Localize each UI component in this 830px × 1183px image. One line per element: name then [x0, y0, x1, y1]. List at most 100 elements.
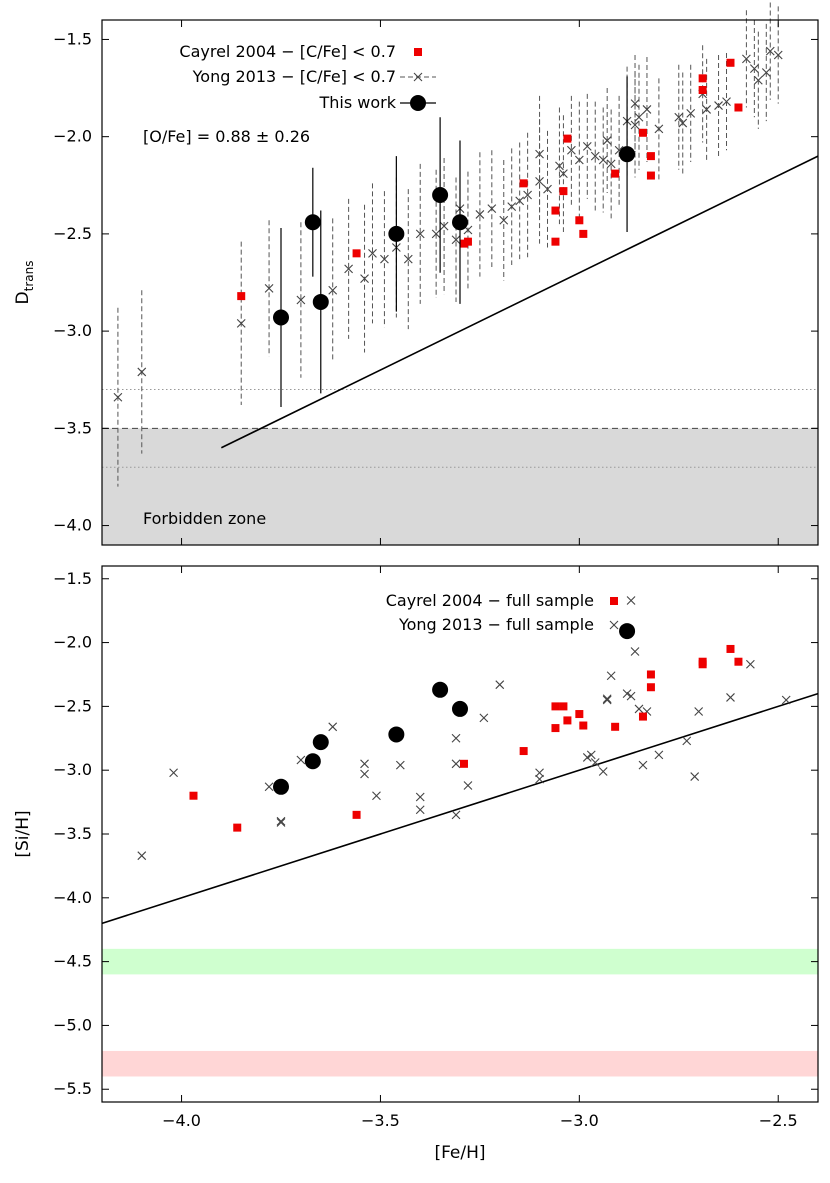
yong-full-point-4: [276, 818, 286, 827]
bottom-ytick-label-2: −4.5: [53, 952, 92, 971]
yong-full-point-28-stroke-b: [626, 691, 636, 701]
yong-full-point-14-stroke-b: [451, 733, 461, 743]
this-work-point-3: [388, 225, 405, 242]
top-legend: Cayrel 2004 − [C/Fe] < 0.7 Yong 2013 − [C…: [179, 42, 436, 112]
cayrel-full-point-3: [459, 759, 468, 768]
yong-full-point-23-stroke-b: [590, 758, 600, 767]
yong-full-point-13-stroke-b: [451, 810, 461, 820]
yong-point-9: [380, 254, 389, 264]
yong-full-point-28: [626, 691, 636, 701]
top-plot-frame: [101, 19, 819, 546]
yong-point-41-stroke-b: [654, 124, 664, 134]
yong-full-point-3: [276, 816, 286, 826]
yong-point-21-stroke-b: [507, 202, 517, 212]
top-legend-symbol-yong-stroke-b: [413, 72, 423, 82]
yong-point-40-stroke-b: [642, 105, 652, 114]
yong-point-53-stroke-b: [765, 46, 775, 56]
yong-point-23-stroke-b: [523, 190, 533, 200]
yong-full-point-20: [535, 774, 544, 784]
this-work-point-0: [273, 309, 289, 326]
yong-full-point-9: [372, 791, 381, 801]
bottom-ytick-label-1: −5.0: [53, 1015, 92, 1034]
yong-full-point-30-stroke-b: [630, 647, 640, 656]
yong-point-9-stroke-b: [380, 254, 389, 264]
yong-point-34: [602, 136, 612, 145]
yong-full-point-31-stroke-b: [634, 704, 644, 714]
yong-point-39-stroke-b: [634, 112, 644, 122]
yong-full-point-13: [451, 810, 461, 820]
yong-point-26: [535, 149, 544, 159]
yong-full-point-26-stroke-b: [606, 671, 616, 681]
bottom-ytick-label-7: −2.0: [53, 633, 92, 652]
yong-full-point-30: [630, 647, 640, 656]
cayrel-point-1: [352, 249, 361, 258]
yong-full-point-20-stroke-b: [535, 774, 544, 784]
yong-full-point-12: [415, 805, 425, 815]
yong-point-6: [344, 264, 354, 274]
cayrel-point-7: [559, 187, 568, 196]
bottom-ytick-label-6: −2.5: [53, 696, 92, 715]
bottom-plot-frame: [101, 565, 819, 1103]
this-work-si-point-3: [388, 726, 405, 743]
yong-point-32-stroke-b: [590, 151, 600, 161]
yong-point-5: [328, 285, 338, 295]
top-model-line: [220, 155, 819, 449]
yong-full-point-34-stroke-b: [654, 750, 664, 760]
yong-point-12-stroke-b: [415, 229, 425, 239]
oxygen-ratio-annotation: [O/Fe] = 0.88 ± 0.26: [143, 127, 310, 146]
yong-point-25-stroke-b: [543, 184, 552, 194]
yong-point-19-stroke-b: [487, 204, 497, 214]
yong-full-point-18-stroke-b: [495, 680, 505, 690]
cayrel-full-point-7: [559, 702, 568, 711]
yong-point-22: [515, 196, 525, 206]
yong-full-point-2: [264, 782, 274, 792]
top-y-axis-label: Dtrans: [13, 261, 36, 305]
bottom-ytick-label-3: −4.0: [53, 888, 92, 907]
yong-point-2: [236, 318, 246, 328]
this-work-point-4: [432, 187, 449, 203]
forbidden-zone-label: Forbidden zone: [143, 509, 266, 528]
bottom-xtick-label-3: −2.5: [759, 1111, 798, 1130]
yong-full-point-2-stroke-b: [264, 782, 274, 792]
yong-point-7: [360, 274, 369, 284]
yong-point-21: [507, 202, 517, 212]
yong-full-point-5-stroke-b: [296, 755, 306, 765]
yong-full-point-39-stroke-b: [745, 659, 755, 669]
yong-point-31-stroke-b: [582, 141, 592, 151]
bottom-axis-ticks: −5.5 −5.0 −4.5 −4.0 −3.5 −3.0 −2.5 −2.0 −1.5 −4.0…: [53, 566, 818, 1130]
yong-point-20-stroke-b: [499, 215, 509, 225]
yong-point-22-stroke-b: [515, 196, 525, 206]
cayrel-full-point-6: [551, 724, 560, 733]
cayrel-full-point-18: [734, 657, 743, 666]
yong-point-44-stroke-b: [686, 108, 696, 118]
yong-point-4: [296, 295, 306, 305]
yong-point-30: [574, 155, 584, 165]
cayrel-point-18: [734, 103, 743, 112]
yong-point-55: [630, 99, 640, 109]
bottom-ytick-label-4: −3.5: [53, 824, 92, 843]
top-legend-symbol-this-work: [410, 95, 426, 111]
yong-point-48-stroke-b: [722, 97, 731, 107]
yong-point-55-stroke-b: [630, 99, 640, 109]
yong-point-11-stroke-b: [403, 254, 413, 264]
yong-full-point-16: [463, 781, 473, 790]
this-work-si-point-6: [619, 623, 636, 640]
yong-full-point-8: [360, 769, 369, 779]
yong-point-36-stroke-b: [614, 145, 624, 155]
bottom-abundance-bands: [102, 948, 818, 1077]
yong-point-24-stroke-b: [535, 176, 544, 186]
yong-full-point-27: [622, 689, 632, 699]
yong-point-52-stroke-b: [761, 68, 771, 77]
yong-point-30-stroke-b: [574, 155, 584, 165]
yong-full-point-38-stroke-b: [726, 693, 735, 702]
abundance-band-0: [102, 948, 818, 975]
yong-full-point-37-stroke-b: [694, 707, 704, 716]
yong-full-point-21: [582, 753, 592, 762]
top-panel: −4.0−3.5−3.0−2.5−2.0−1.5 Forbidden zone …: [13, 2, 819, 546]
yong-point-6-stroke-b: [344, 264, 354, 274]
top-legend-label-0: Cayrel 2004 − [C/Fe] < 0.7: [179, 42, 396, 61]
yong-full-point-0: [137, 851, 147, 861]
cayrel-full-point-9: [575, 710, 584, 719]
yong-point-41: [654, 124, 664, 134]
cayrel-full-point-12: [638, 712, 647, 721]
